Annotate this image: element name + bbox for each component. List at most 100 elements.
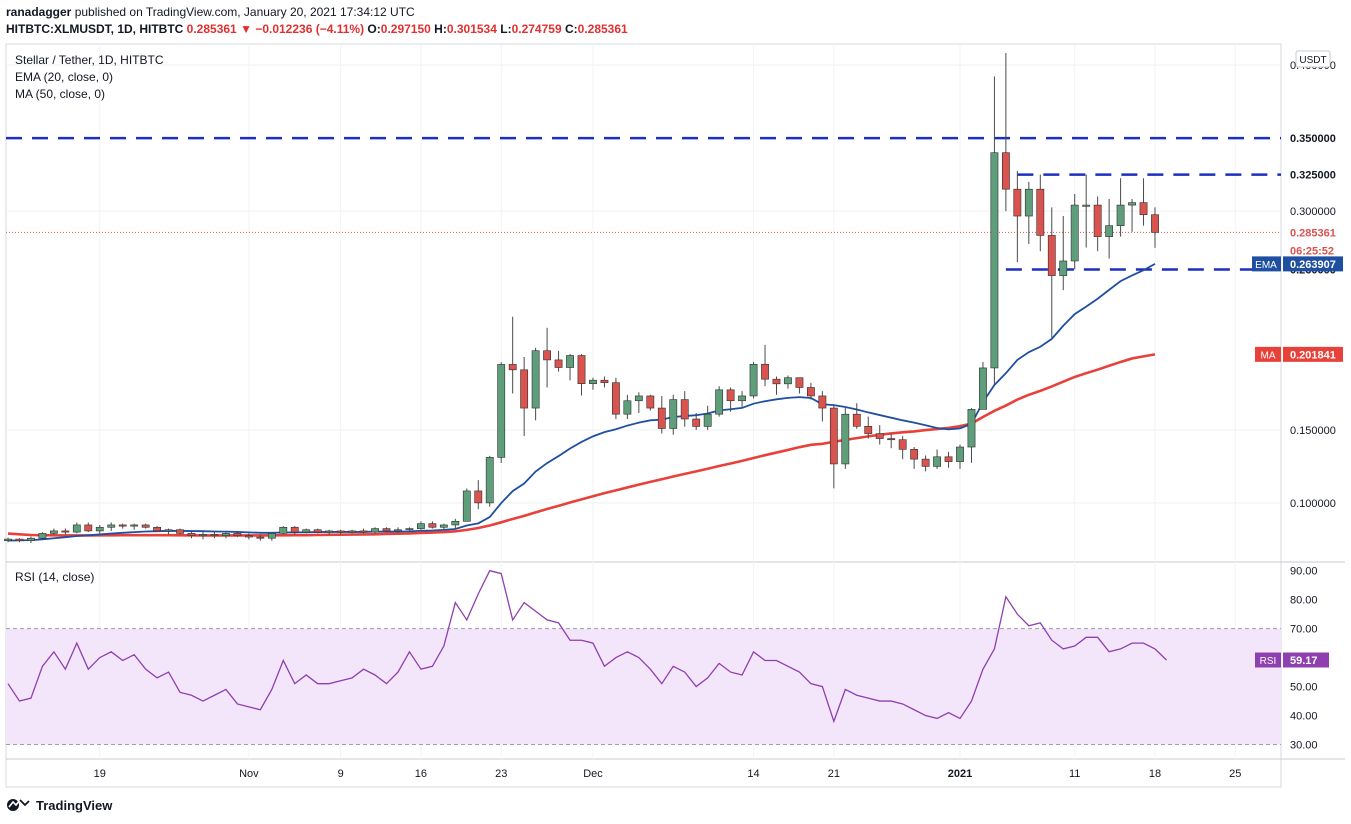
rsi-badge-label-box [1255,652,1281,668]
candle-body-64 [738,395,746,402]
candle-79 [910,447,919,469]
candle-60 [692,413,701,430]
candle-body-78 [898,439,907,450]
time-tick-label-1: Nov [239,768,259,780]
candle-body-91 [1047,235,1056,276]
ema-badge-value-box [1283,256,1343,272]
ma-badge-label: MA [1261,350,1276,361]
candle-body-37 [428,523,437,528]
candle-body-51 [589,379,597,384]
candle-57 [657,395,666,434]
candle-body-6 [72,524,81,533]
candle-body-81 [933,456,941,467]
candle-body-15 [176,529,184,534]
candle-68 [784,375,792,389]
candle-36 [417,521,425,530]
candle-28 [325,529,334,535]
candle-97 [1116,178,1125,237]
candle-body-97 [1116,204,1125,226]
candle-8 [95,524,104,534]
candle-body-29 [336,530,345,533]
candle-body-20 [233,533,242,537]
candle-body-65 [749,363,758,397]
candle-body-8 [95,526,104,532]
candle-body-92 [1059,260,1068,276]
rsi-line [7,569,1167,724]
rsi-tick-label-0: 30.00 [1290,740,1318,752]
candle-31 [359,528,368,534]
candle-17 [199,532,207,540]
candle-16 [187,532,196,539]
level-tick-label-0: 0.350000 [1290,133,1336,145]
candle-body-5 [61,530,70,533]
currency-box[interactable] [1295,50,1331,68]
candle-41 [474,480,483,510]
candle-5 [61,528,70,535]
candle-46 [531,347,540,421]
rsi-tick-label-5: 80.00 [1290,595,1318,607]
rsi-tick-label-2: 50.00 [1290,682,1318,694]
candle-66 [761,344,769,387]
time-tick-label-2: 9 [338,768,344,780]
ohlc-line: HITBTC:XLMUSDT, 1D, HITBTC 0.285361 ▼ −0… [6,22,628,36]
candle-body-86 [990,152,999,369]
symbol-label: HITBTC:XLMUSDT, 1D, HITBTC [6,22,184,36]
candle-body-62 [715,389,724,415]
candle-87 [1001,53,1010,212]
low-label: L: [500,22,512,36]
candle-body-77 [887,438,896,441]
candle-body-1 [15,538,24,541]
candle-99 [1139,178,1148,226]
candle-62 [715,386,724,417]
candle-body-79 [910,449,919,460]
candle-body-100 [1151,214,1159,233]
candle-74 [852,403,861,429]
candle-body-46 [531,350,540,409]
candle-20 [233,530,242,538]
candle-body-10 [118,524,127,527]
candle-94 [1082,174,1091,248]
candle-67 [772,376,781,395]
time-tick-label-10: 18 [1149,768,1161,780]
candle-body-87 [1001,152,1010,190]
footer-brand[interactable]: TradingView [6,797,112,813]
price-scale[interactable] [1281,44,1345,759]
candle-body-80 [921,458,930,467]
candle-98 [1128,198,1136,232]
candle-7 [84,522,93,533]
candle-39 [451,518,460,529]
candle-85 [979,361,987,410]
time-tick-label-0: 19 [94,768,106,780]
candle-body-96 [1105,225,1114,237]
time-tick-label-7: 21 [828,768,840,780]
candle-73 [841,408,850,469]
candle-body-30 [348,530,356,533]
candle-body-52 [600,379,609,383]
candle-81 [933,449,941,469]
price-badges: 0.285361 06:25:52 EMA 0.263907 MA 0.2018… [1252,224,1343,668]
candle-body-48 [554,359,563,368]
candle-50 [577,354,586,396]
candle-body-32 [371,528,379,533]
ema-badge-label-box [1252,256,1281,272]
currency-label: USDT [1299,55,1326,66]
candle-37 [428,521,437,529]
candle-54 [623,394,632,420]
author-name[interactable]: ranadagger [6,5,72,19]
level-tick-label-1: 0.325000 [1290,170,1336,182]
time-tick-label-6: 14 [747,768,759,780]
rsi-band [6,628,1281,745]
candle-80 [921,455,930,472]
candle-58 [669,394,678,435]
candle-42 [485,455,494,507]
candle-23 [267,532,276,541]
countdown-badge-text: 06:25:52 [1290,245,1334,257]
candle-body-66 [761,363,769,380]
current-price-badge-text: 0.285361 [1290,227,1336,239]
publish-line: ranadagger published on TradingView.com,… [6,5,415,19]
candle-15 [176,528,184,535]
candle-33 [382,527,391,533]
candle-body-22 [256,536,265,539]
